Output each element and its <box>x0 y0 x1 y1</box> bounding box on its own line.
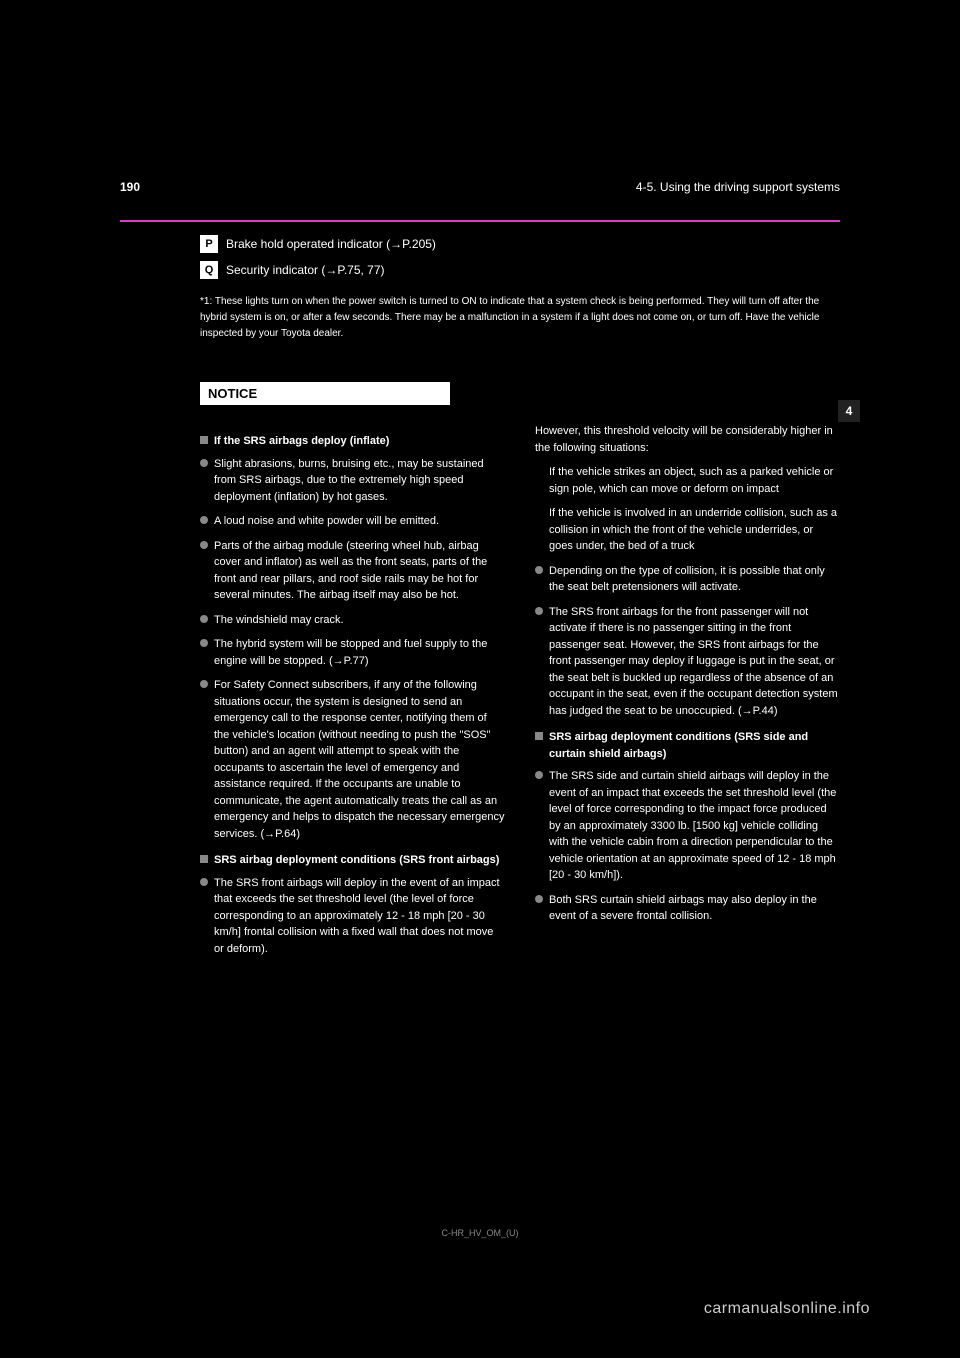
bullet-text: Depending on the type of collision, it i… <box>549 563 840 596</box>
round-bullet-icon <box>535 607 543 615</box>
sub-heading: If the SRS airbags deploy (inflate) <box>200 433 505 450</box>
round-bullet-icon <box>200 680 208 688</box>
bullet-text: The windshield may crack. <box>214 612 505 629</box>
bullet-text: The SRS front airbags for the front pass… <box>549 604 840 720</box>
bullet-item: The SRS front airbags for the front pass… <box>535 604 840 720</box>
round-bullet-icon <box>200 639 208 647</box>
round-bullet-icon <box>200 459 208 467</box>
bullet-item: For Safety Connect subscribers, if any o… <box>200 677 505 842</box>
left-column: If the SRS airbags deploy (inflate) Slig… <box>200 423 505 965</box>
bullet-item: Slight abrasions, burns, bruising etc., … <box>200 456 505 506</box>
bullet-text: Slight abrasions, burns, bruising etc., … <box>214 456 505 506</box>
bullet-item: A loud noise and white powder will be em… <box>200 513 505 530</box>
sub-heading: SRS airbag deployment conditions (SRS si… <box>535 729 840 762</box>
bullet-text: The hybrid system will be stopped and fu… <box>214 636 505 669</box>
round-bullet-icon <box>535 895 543 903</box>
sub-heading-text: SRS airbag deployment conditions (SRS si… <box>549 729 840 762</box>
indicator-row: P Brake hold operated indicator (→P.205) <box>200 235 840 253</box>
sub-list: If the vehicle strikes an object, such a… <box>549 464 840 555</box>
bullet-item: Depending on the type of collision, it i… <box>535 563 840 596</box>
paragraph: However, this threshold velocity will be… <box>535 423 840 456</box>
right-column: However, this threshold velocity will be… <box>535 423 840 965</box>
square-bullet-icon <box>535 732 543 740</box>
bullet-item: The SRS front airbags will deploy in the… <box>200 875 505 958</box>
page-number: 190 <box>120 180 140 194</box>
round-bullet-icon <box>535 566 543 574</box>
round-bullet-icon <box>200 615 208 623</box>
page-content: P Brake hold operated indicator (→P.205)… <box>200 235 840 965</box>
sub-heading-text: SRS airbag deployment conditions (SRS fr… <box>214 852 499 869</box>
bullet-text: Both SRS curtain shield airbags may also… <box>549 892 840 925</box>
header-divider <box>120 220 840 222</box>
indicator-text: Brake hold operated indicator (→P.205) <box>226 235 840 253</box>
page-header: 190 4-5. Using the driving support syste… <box>120 180 840 194</box>
round-bullet-icon <box>200 516 208 524</box>
section-title: 4-5. Using the driving support systems <box>636 180 840 194</box>
bullet-item: The SRS side and curtain shield airbags … <box>535 768 840 884</box>
notice-label: NOTICE <box>200 382 450 405</box>
chapter-tab: 4 <box>838 400 860 422</box>
indicator-row: Q Security indicator (→P.75, 77) <box>200 261 840 279</box>
bullet-item: The hybrid system will be stopped and fu… <box>200 636 505 669</box>
round-bullet-icon <box>200 878 208 886</box>
bullet-text: The SRS front airbags will deploy in the… <box>214 875 505 958</box>
bullet-item: Both SRS curtain shield airbags may also… <box>535 892 840 925</box>
sub-list-item: If the vehicle is involved in an underri… <box>549 505 840 555</box>
bullet-text: Parts of the airbag module (steering whe… <box>214 538 505 604</box>
sub-list-item: If the vehicle strikes an object, such a… <box>549 464 840 497</box>
round-bullet-icon <box>200 541 208 549</box>
footnote: *1: These lights turn on when the power … <box>200 294 840 342</box>
sub-heading: SRS airbag deployment conditions (SRS fr… <box>200 852 505 869</box>
watermark: carmanualsonline.info <box>704 1300 870 1318</box>
sub-heading-text: If the SRS airbags deploy (inflate) <box>214 433 389 450</box>
square-bullet-icon <box>200 436 208 444</box>
bullet-text: The SRS side and curtain shield airbags … <box>549 768 840 884</box>
indicator-icon-p: P <box>200 235 218 253</box>
bullet-item: The windshield may crack. <box>200 612 505 629</box>
content-columns: If the SRS airbags deploy (inflate) Slig… <box>200 423 840 965</box>
square-bullet-icon <box>200 855 208 863</box>
indicator-icon-q: Q <box>200 261 218 279</box>
bullet-item: Parts of the airbag module (steering whe… <box>200 538 505 604</box>
indicator-text: Security indicator (→P.75, 77) <box>226 261 840 279</box>
bullet-text: A loud noise and white powder will be em… <box>214 513 505 530</box>
round-bullet-icon <box>535 771 543 779</box>
bottom-page-id: C-HR_HV_OM_(U) <box>441 1228 518 1238</box>
bullet-text: For Safety Connect subscribers, if any o… <box>214 677 505 842</box>
